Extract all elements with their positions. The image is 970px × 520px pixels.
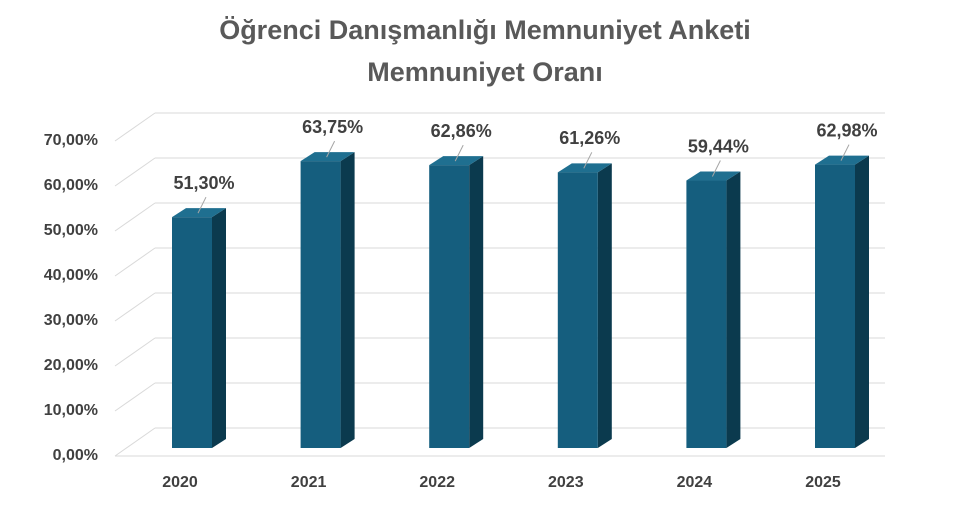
y-tick-label: 0,00%	[53, 447, 98, 464]
bar-top	[557, 163, 612, 173]
grid-line	[114, 247, 156, 277]
bar-top	[300, 152, 355, 162]
y-tick-label: 40,00%	[44, 267, 98, 284]
leader-line	[840, 144, 850, 161]
chart-title: Öğrenci Danışmanlığı Memnuniyet Anketi	[219, 15, 751, 45]
bar	[172, 217, 212, 448]
y-tick-label: 60,00%	[44, 177, 98, 194]
y-tick-label: 20,00%	[44, 357, 98, 374]
leader-line	[197, 196, 207, 214]
bar-side	[469, 156, 484, 448]
value-label: 61,26%	[559, 128, 620, 148]
y-tick-label: 30,00%	[44, 312, 98, 329]
grid-line	[114, 292, 156, 322]
x-tick-label: 2024	[677, 474, 713, 491]
grid-line	[114, 112, 156, 142]
bar-top	[815, 155, 869, 165]
bar	[686, 180, 727, 448]
y-tick-label: 50,00%	[44, 222, 98, 239]
value-label: 62,98%	[816, 120, 877, 140]
leader-line	[454, 144, 464, 162]
bar-side	[340, 152, 355, 448]
value-label: 51,30%	[173, 173, 234, 193]
bar-side	[855, 155, 869, 448]
x-tick-label: 2020	[162, 474, 198, 491]
bar-side	[212, 208, 226, 448]
bar	[815, 164, 855, 448]
grid-line	[114, 382, 156, 412]
grid-line	[114, 157, 156, 187]
y-tick-label: 10,00%	[44, 402, 98, 419]
leader-line	[583, 152, 593, 169]
y-tick-label: 70,00%	[44, 132, 98, 149]
grid-line	[114, 202, 156, 232]
grid-line	[114, 337, 156, 367]
bar-top	[429, 156, 484, 166]
value-label: 62,86%	[431, 121, 492, 141]
x-tick-label: 2021	[291, 474, 327, 491]
chart-subtitle: Memnuniyet Oranı	[367, 57, 603, 87]
bar-top	[172, 208, 226, 218]
value-label: 63,75%	[302, 117, 363, 137]
bar	[557, 172, 598, 448]
x-tick-label: 2023	[548, 474, 584, 491]
bar-side	[726, 171, 741, 448]
x-tick-label: 2022	[419, 474, 455, 491]
leader-line	[711, 160, 721, 177]
x-tick-label: 2025	[805, 474, 841, 491]
value-label: 59,44%	[688, 136, 749, 156]
leader-line	[326, 140, 336, 158]
bar	[300, 161, 341, 448]
bar	[429, 165, 470, 448]
bar-top	[686, 171, 741, 181]
bar-side	[597, 163, 612, 448]
grid-line	[114, 427, 156, 457]
